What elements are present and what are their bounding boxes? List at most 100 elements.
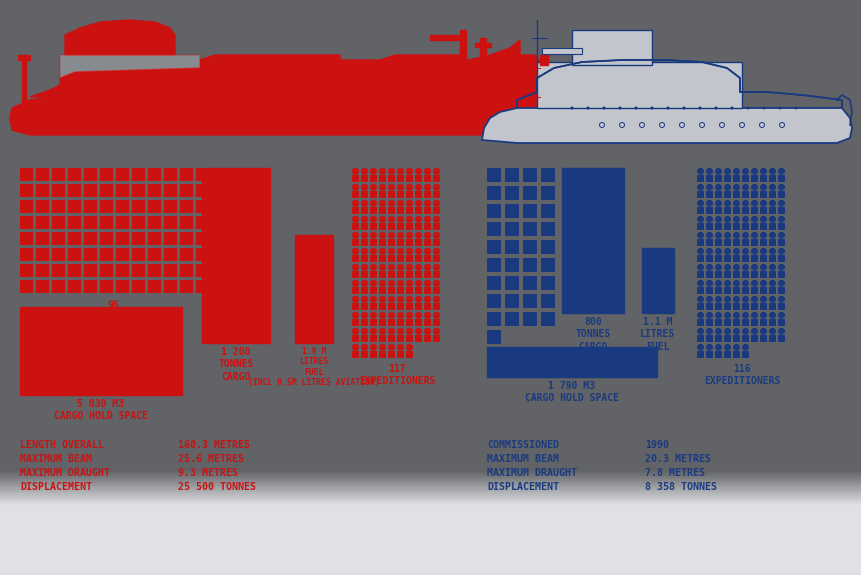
Circle shape bbox=[352, 297, 358, 302]
Circle shape bbox=[742, 217, 747, 222]
Bar bbox=[68, 184, 81, 197]
Bar bbox=[750, 287, 757, 294]
Circle shape bbox=[659, 122, 664, 128]
Bar bbox=[723, 271, 730, 278]
Bar bbox=[768, 287, 775, 294]
Bar bbox=[387, 239, 394, 246]
Bar bbox=[84, 168, 97, 181]
Bar bbox=[351, 351, 358, 358]
Bar bbox=[777, 303, 784, 310]
Bar bbox=[20, 184, 33, 197]
Circle shape bbox=[388, 185, 393, 190]
Bar bbox=[424, 287, 430, 294]
Circle shape bbox=[777, 264, 784, 270]
Bar bbox=[723, 335, 730, 342]
Circle shape bbox=[697, 344, 703, 350]
Bar bbox=[351, 239, 358, 246]
Circle shape bbox=[742, 168, 747, 174]
Bar bbox=[768, 271, 775, 278]
Bar bbox=[414, 255, 422, 262]
Circle shape bbox=[370, 344, 376, 350]
Bar bbox=[116, 200, 129, 213]
Bar bbox=[486, 276, 500, 290]
Bar bbox=[414, 223, 422, 230]
Text: 1 200
TONNES
CARGO: 1 200 TONNES CARGO bbox=[218, 347, 253, 382]
Circle shape bbox=[697, 201, 703, 206]
Bar bbox=[351, 319, 358, 326]
Bar bbox=[697, 255, 703, 262]
Circle shape bbox=[777, 168, 784, 174]
Bar bbox=[714, 303, 722, 310]
Circle shape bbox=[406, 297, 412, 302]
Circle shape bbox=[706, 248, 711, 254]
Bar bbox=[572, 30, 651, 65]
Bar bbox=[379, 303, 386, 310]
Bar bbox=[116, 216, 129, 229]
Bar bbox=[397, 271, 404, 278]
Bar bbox=[361, 351, 368, 358]
Circle shape bbox=[415, 185, 421, 190]
Bar bbox=[116, 248, 129, 261]
Circle shape bbox=[379, 312, 385, 318]
Circle shape bbox=[742, 328, 747, 334]
Bar bbox=[379, 207, 386, 214]
Circle shape bbox=[724, 168, 729, 174]
Circle shape bbox=[370, 201, 376, 206]
Bar bbox=[369, 191, 376, 198]
Bar bbox=[541, 222, 554, 236]
Circle shape bbox=[585, 106, 589, 109]
Circle shape bbox=[406, 281, 412, 286]
Bar bbox=[705, 319, 712, 326]
Circle shape bbox=[388, 281, 393, 286]
Bar bbox=[180, 168, 193, 181]
Bar bbox=[351, 287, 358, 294]
Bar bbox=[100, 216, 113, 229]
Bar bbox=[486, 294, 500, 308]
Bar bbox=[750, 271, 757, 278]
Bar bbox=[424, 223, 430, 230]
Bar bbox=[732, 335, 739, 342]
Circle shape bbox=[769, 248, 774, 254]
Circle shape bbox=[697, 232, 703, 238]
Bar bbox=[741, 271, 748, 278]
Circle shape bbox=[769, 168, 774, 174]
Circle shape bbox=[724, 312, 729, 318]
Bar bbox=[768, 191, 775, 198]
Bar bbox=[697, 319, 703, 326]
Bar bbox=[20, 307, 182, 395]
Bar bbox=[732, 207, 739, 214]
Bar bbox=[505, 294, 518, 308]
Circle shape bbox=[751, 185, 757, 190]
Bar bbox=[723, 255, 730, 262]
Circle shape bbox=[746, 106, 748, 109]
Circle shape bbox=[777, 106, 781, 109]
Bar bbox=[486, 347, 656, 377]
Bar bbox=[52, 280, 65, 293]
Circle shape bbox=[706, 232, 711, 238]
Circle shape bbox=[352, 281, 358, 286]
Bar bbox=[523, 168, 536, 182]
Circle shape bbox=[424, 201, 430, 206]
Text: 25.6 METRES: 25.6 METRES bbox=[177, 454, 244, 464]
Polygon shape bbox=[10, 97, 557, 135]
Circle shape bbox=[715, 281, 721, 286]
Circle shape bbox=[379, 264, 385, 270]
Circle shape bbox=[433, 281, 439, 286]
Circle shape bbox=[406, 217, 412, 222]
Circle shape bbox=[769, 312, 774, 318]
Bar bbox=[379, 287, 386, 294]
Circle shape bbox=[715, 312, 721, 318]
Bar bbox=[406, 175, 412, 182]
Circle shape bbox=[714, 106, 716, 109]
Circle shape bbox=[406, 201, 412, 206]
Bar bbox=[379, 239, 386, 246]
Circle shape bbox=[397, 201, 403, 206]
Bar bbox=[164, 200, 177, 213]
Bar bbox=[732, 319, 739, 326]
Circle shape bbox=[742, 264, 747, 270]
Bar bbox=[759, 239, 766, 246]
Bar bbox=[759, 223, 766, 230]
Bar bbox=[132, 216, 145, 229]
Bar bbox=[36, 248, 49, 261]
Circle shape bbox=[715, 217, 721, 222]
